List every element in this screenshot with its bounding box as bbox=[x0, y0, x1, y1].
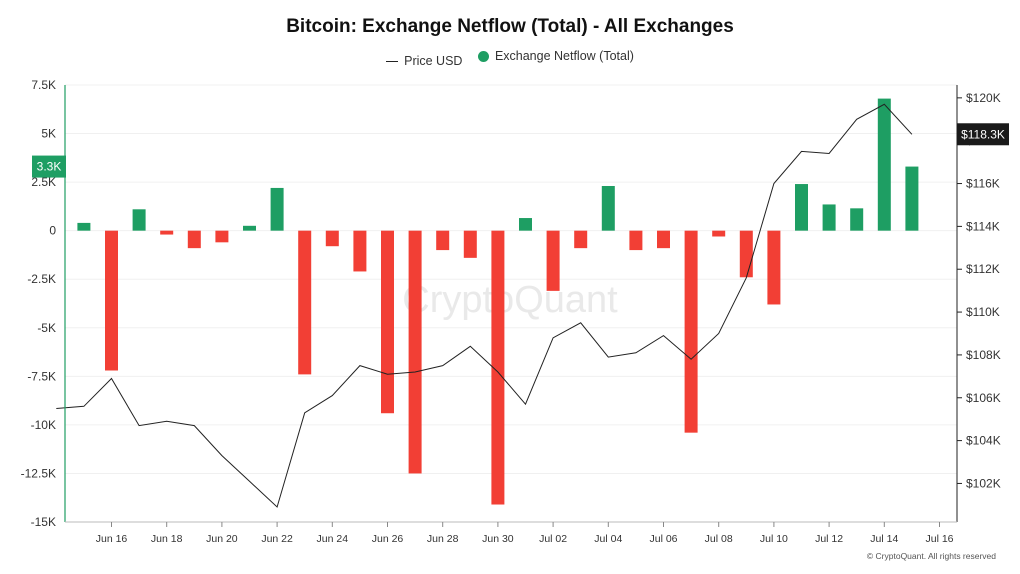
x-tick-label: Jun 18 bbox=[151, 533, 183, 545]
netflow-bar bbox=[381, 230, 394, 414]
right-tick-label: $116K bbox=[966, 177, 1000, 191]
legend-item-netflow[interactable]: Exchange Netflow (Total) bbox=[477, 49, 634, 63]
netflow-bar bbox=[270, 187, 284, 231]
netflow-bar bbox=[684, 230, 698, 433]
left-current-badge bbox=[32, 155, 66, 178]
right-tick-label: $106K bbox=[966, 391, 1001, 405]
netflow-bar bbox=[767, 230, 781, 305]
copyright-footer: © CryptoQuant. All rights reserved bbox=[866, 551, 996, 561]
right-tick-label: $112K bbox=[966, 262, 1000, 276]
legend-label-netflow: Exchange Netflow (Total) bbox=[494, 49, 634, 63]
left-tick-label: -10K bbox=[31, 418, 56, 432]
netflow-bar bbox=[850, 208, 864, 231]
x-tick-label: Jun 20 bbox=[206, 533, 238, 545]
netflow-bar bbox=[132, 209, 146, 231]
x-tick-label: Jul 04 bbox=[594, 533, 622, 545]
left-current-label: 3.3K bbox=[37, 160, 62, 174]
netflow-bar bbox=[77, 222, 91, 231]
left-tick-label: 7.5K bbox=[31, 78, 56, 92]
netflow-bar bbox=[243, 225, 256, 231]
left-tick-label: 2.5K bbox=[31, 175, 56, 189]
left-tick-label: 0 bbox=[49, 224, 56, 238]
netflow-bar bbox=[657, 230, 670, 249]
netflow-bar bbox=[408, 230, 422, 474]
left-tick-label: 5K bbox=[41, 127, 56, 141]
netflow-bar bbox=[574, 230, 588, 249]
netflow-bar bbox=[546, 230, 560, 291]
netflow-bar bbox=[187, 230, 201, 249]
x-tick-label: Jul 14 bbox=[870, 533, 898, 545]
left-tick-label: -5K bbox=[37, 321, 56, 335]
x-tick-label: Jul 02 bbox=[539, 533, 567, 545]
left-axis-ticks: 7.5K 5K 2.5K 0 -2.5K -5K -7.5K -10K -12.5K -15K bbox=[21, 78, 57, 529]
current-value-badges: 3.3K $118.3K bbox=[32, 123, 1009, 178]
right-tick-label: $104K bbox=[966, 434, 1001, 448]
left-tick-label: -2.5K bbox=[27, 272, 56, 286]
right-current-badge bbox=[957, 123, 1009, 146]
netflow-bar bbox=[795, 184, 808, 231]
netflow-bar bbox=[601, 185, 615, 231]
legend-label-price: Price USD bbox=[404, 54, 463, 68]
x-axis-ticks: Jun 16 Jun 18 Jun 20 Jun 22 Jun 24 Jun 26 Jun … bbox=[96, 522, 954, 545]
netflow-bar bbox=[629, 230, 643, 251]
watermark: CryptoQuant bbox=[402, 279, 618, 321]
x-tick-label: Jun 26 bbox=[372, 533, 404, 545]
legend: Price USD Exchange Netflow (Total) bbox=[0, 49, 1020, 68]
right-tick-label: $114K bbox=[966, 219, 1000, 233]
netflow-bar bbox=[905, 166, 919, 231]
right-tick-label: $108K bbox=[966, 348, 1001, 362]
netflow-bar bbox=[436, 230, 450, 251]
netflow-bar bbox=[519, 218, 532, 231]
netflow-bar bbox=[105, 230, 118, 371]
right-current-label: $118.3K bbox=[961, 127, 1005, 141]
left-tick-label: -15K bbox=[31, 515, 56, 529]
right-tick-label: $110K bbox=[966, 305, 1000, 319]
left-tick-label: -12.5K bbox=[21, 466, 56, 480]
netflow-bar bbox=[215, 230, 229, 243]
x-tick-label: Jul 12 bbox=[815, 533, 843, 545]
netflow-bar bbox=[491, 230, 505, 505]
x-tick-label: Jul 08 bbox=[705, 533, 733, 545]
price-line bbox=[56, 103, 913, 508]
right-axis-ticks: $120K$118K$116K$114K$112K$110K$108K$106K… bbox=[957, 91, 1001, 490]
x-tick-label: Jun 22 bbox=[261, 533, 293, 545]
right-tick-label: $120K bbox=[966, 91, 1001, 105]
netflow-bar bbox=[463, 230, 477, 258]
netflow-bar bbox=[712, 230, 726, 237]
x-tick-label: Jul 10 bbox=[760, 533, 788, 545]
x-tick-label: Jun 24 bbox=[317, 533, 349, 545]
netflow-bar bbox=[739, 230, 753, 278]
grid-lines bbox=[65, 84, 957, 523]
x-tick-label: Jul 06 bbox=[649, 533, 677, 545]
netflow-bar bbox=[298, 230, 312, 375]
netflow-bars bbox=[77, 98, 919, 505]
netflow-bar bbox=[822, 204, 836, 231]
right-tick-label: $102K bbox=[966, 476, 1001, 490]
legend-item-price[interactable]: Price USD bbox=[386, 54, 462, 68]
netflow-bar bbox=[325, 230, 339, 247]
left-tick-label: -7.5K bbox=[27, 369, 56, 383]
x-tick-label: Jul 16 bbox=[925, 533, 953, 545]
x-tick-label: Jun 16 bbox=[96, 533, 128, 545]
x-tick-label: Jun 30 bbox=[482, 533, 514, 545]
chart-title: Bitcoin: Exchange Netflow (Total) - All … bbox=[286, 16, 734, 37]
x-tick-label: Jun 28 bbox=[427, 533, 459, 545]
line-swatch-icon bbox=[386, 60, 399, 62]
netflow-bar bbox=[160, 230, 174, 235]
netflow-bar bbox=[353, 230, 367, 272]
dot-swatch-icon bbox=[477, 50, 489, 62]
netflow-bar bbox=[877, 98, 891, 231]
